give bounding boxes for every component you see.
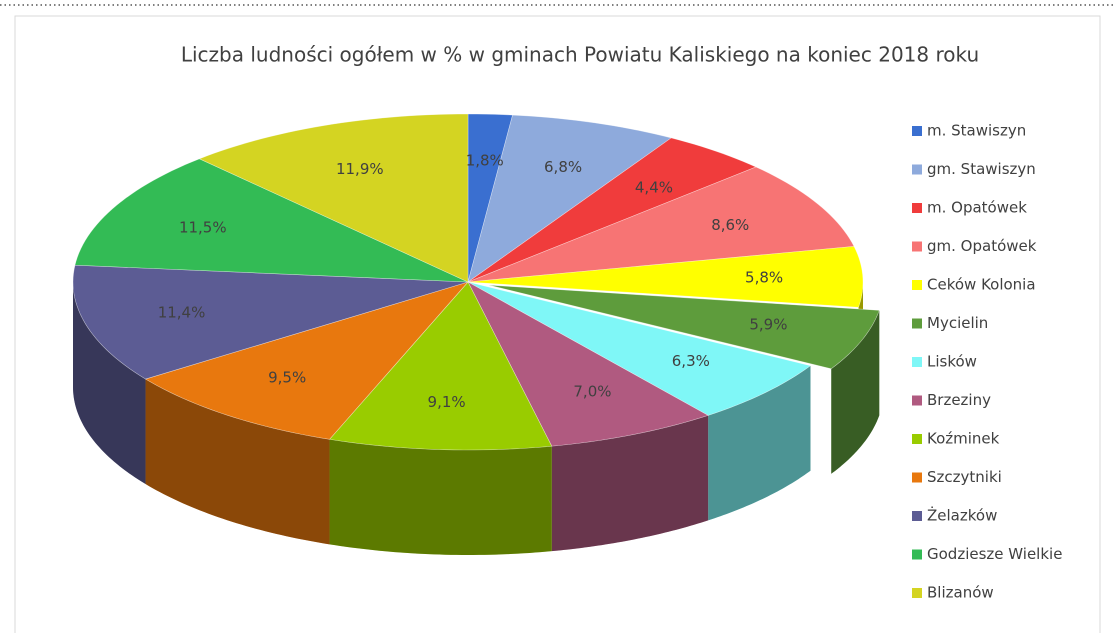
- legend-swatch: [912, 280, 922, 290]
- slice-side: [551, 415, 709, 552]
- legend-swatch: [912, 203, 922, 213]
- data-label: 8,6%: [711, 216, 749, 234]
- data-label: 9,5%: [268, 368, 306, 386]
- legend-label: Brzeziny: [927, 391, 991, 409]
- data-label: 5,9%: [749, 315, 787, 333]
- legend-swatch: [912, 164, 922, 175]
- legend-label: gm. Opatówek: [927, 237, 1037, 255]
- slice: [74, 158, 469, 283]
- legend-label: Koźminek: [927, 430, 1000, 448]
- legend-label: Blizanów: [927, 584, 994, 602]
- data-label: 11,4%: [158, 303, 206, 321]
- slice-side: [708, 365, 811, 521]
- legend-swatch: [912, 434, 922, 444]
- slice-side-shade: [551, 415, 709, 552]
- legend-swatch: [912, 357, 922, 367]
- legend-label: Mycielin: [927, 314, 988, 332]
- data-label: 9,1%: [428, 393, 466, 411]
- slice-side: [329, 439, 552, 555]
- legend-label: Żelazków: [927, 506, 997, 525]
- legend-label: Ceków Kolonia: [927, 276, 1036, 294]
- slice: [144, 281, 469, 440]
- slice: [467, 281, 709, 447]
- data-label: 11,9%: [336, 160, 384, 178]
- slice: [198, 113, 469, 283]
- slice-side: [145, 379, 330, 545]
- legend-swatch: [912, 318, 922, 329]
- slice-side-shade: [831, 310, 880, 474]
- slice-side-shade: [145, 379, 330, 545]
- legend-label: Szczytniki: [927, 468, 1002, 486]
- legend-swatch: [912, 588, 922, 598]
- legend-swatch: [912, 472, 922, 483]
- slice: [328, 281, 553, 451]
- slice: [467, 137, 757, 283]
- legend-label: Lisków: [927, 353, 977, 371]
- slice: [467, 246, 864, 308]
- data-label: 11,5%: [179, 219, 227, 237]
- slice-side: [831, 310, 880, 474]
- legend-label: m. Opatówek: [927, 199, 1027, 217]
- slice: [72, 264, 469, 380]
- legend-swatch: [912, 126, 922, 136]
- legend-label: m. Stawiszyn: [927, 122, 1026, 140]
- slice: [467, 114, 672, 283]
- slice: [467, 166, 855, 283]
- legend-swatch: [912, 511, 922, 521]
- data-label: 6,8%: [544, 158, 582, 176]
- chart-title: Liczba ludności ogółem w % w gminach Pow…: [181, 43, 979, 67]
- legend-label: gm. Stawiszyn: [927, 160, 1036, 178]
- data-label: 4,4%: [635, 178, 673, 196]
- legend-label: Godziesze Wielkie: [927, 545, 1062, 563]
- slice-side-shade: [329, 439, 552, 555]
- data-label: 7,0%: [573, 382, 611, 400]
- data-label: 1,8%: [466, 152, 504, 170]
- slice: [488, 284, 880, 370]
- slice: [467, 281, 812, 416]
- data-label: 5,8%: [745, 269, 783, 287]
- legend-swatch: [912, 241, 922, 252]
- slice-side-shade: [708, 365, 811, 521]
- legend-swatch: [912, 549, 922, 560]
- legend-swatch: [912, 395, 922, 406]
- data-label: 6,3%: [672, 352, 710, 370]
